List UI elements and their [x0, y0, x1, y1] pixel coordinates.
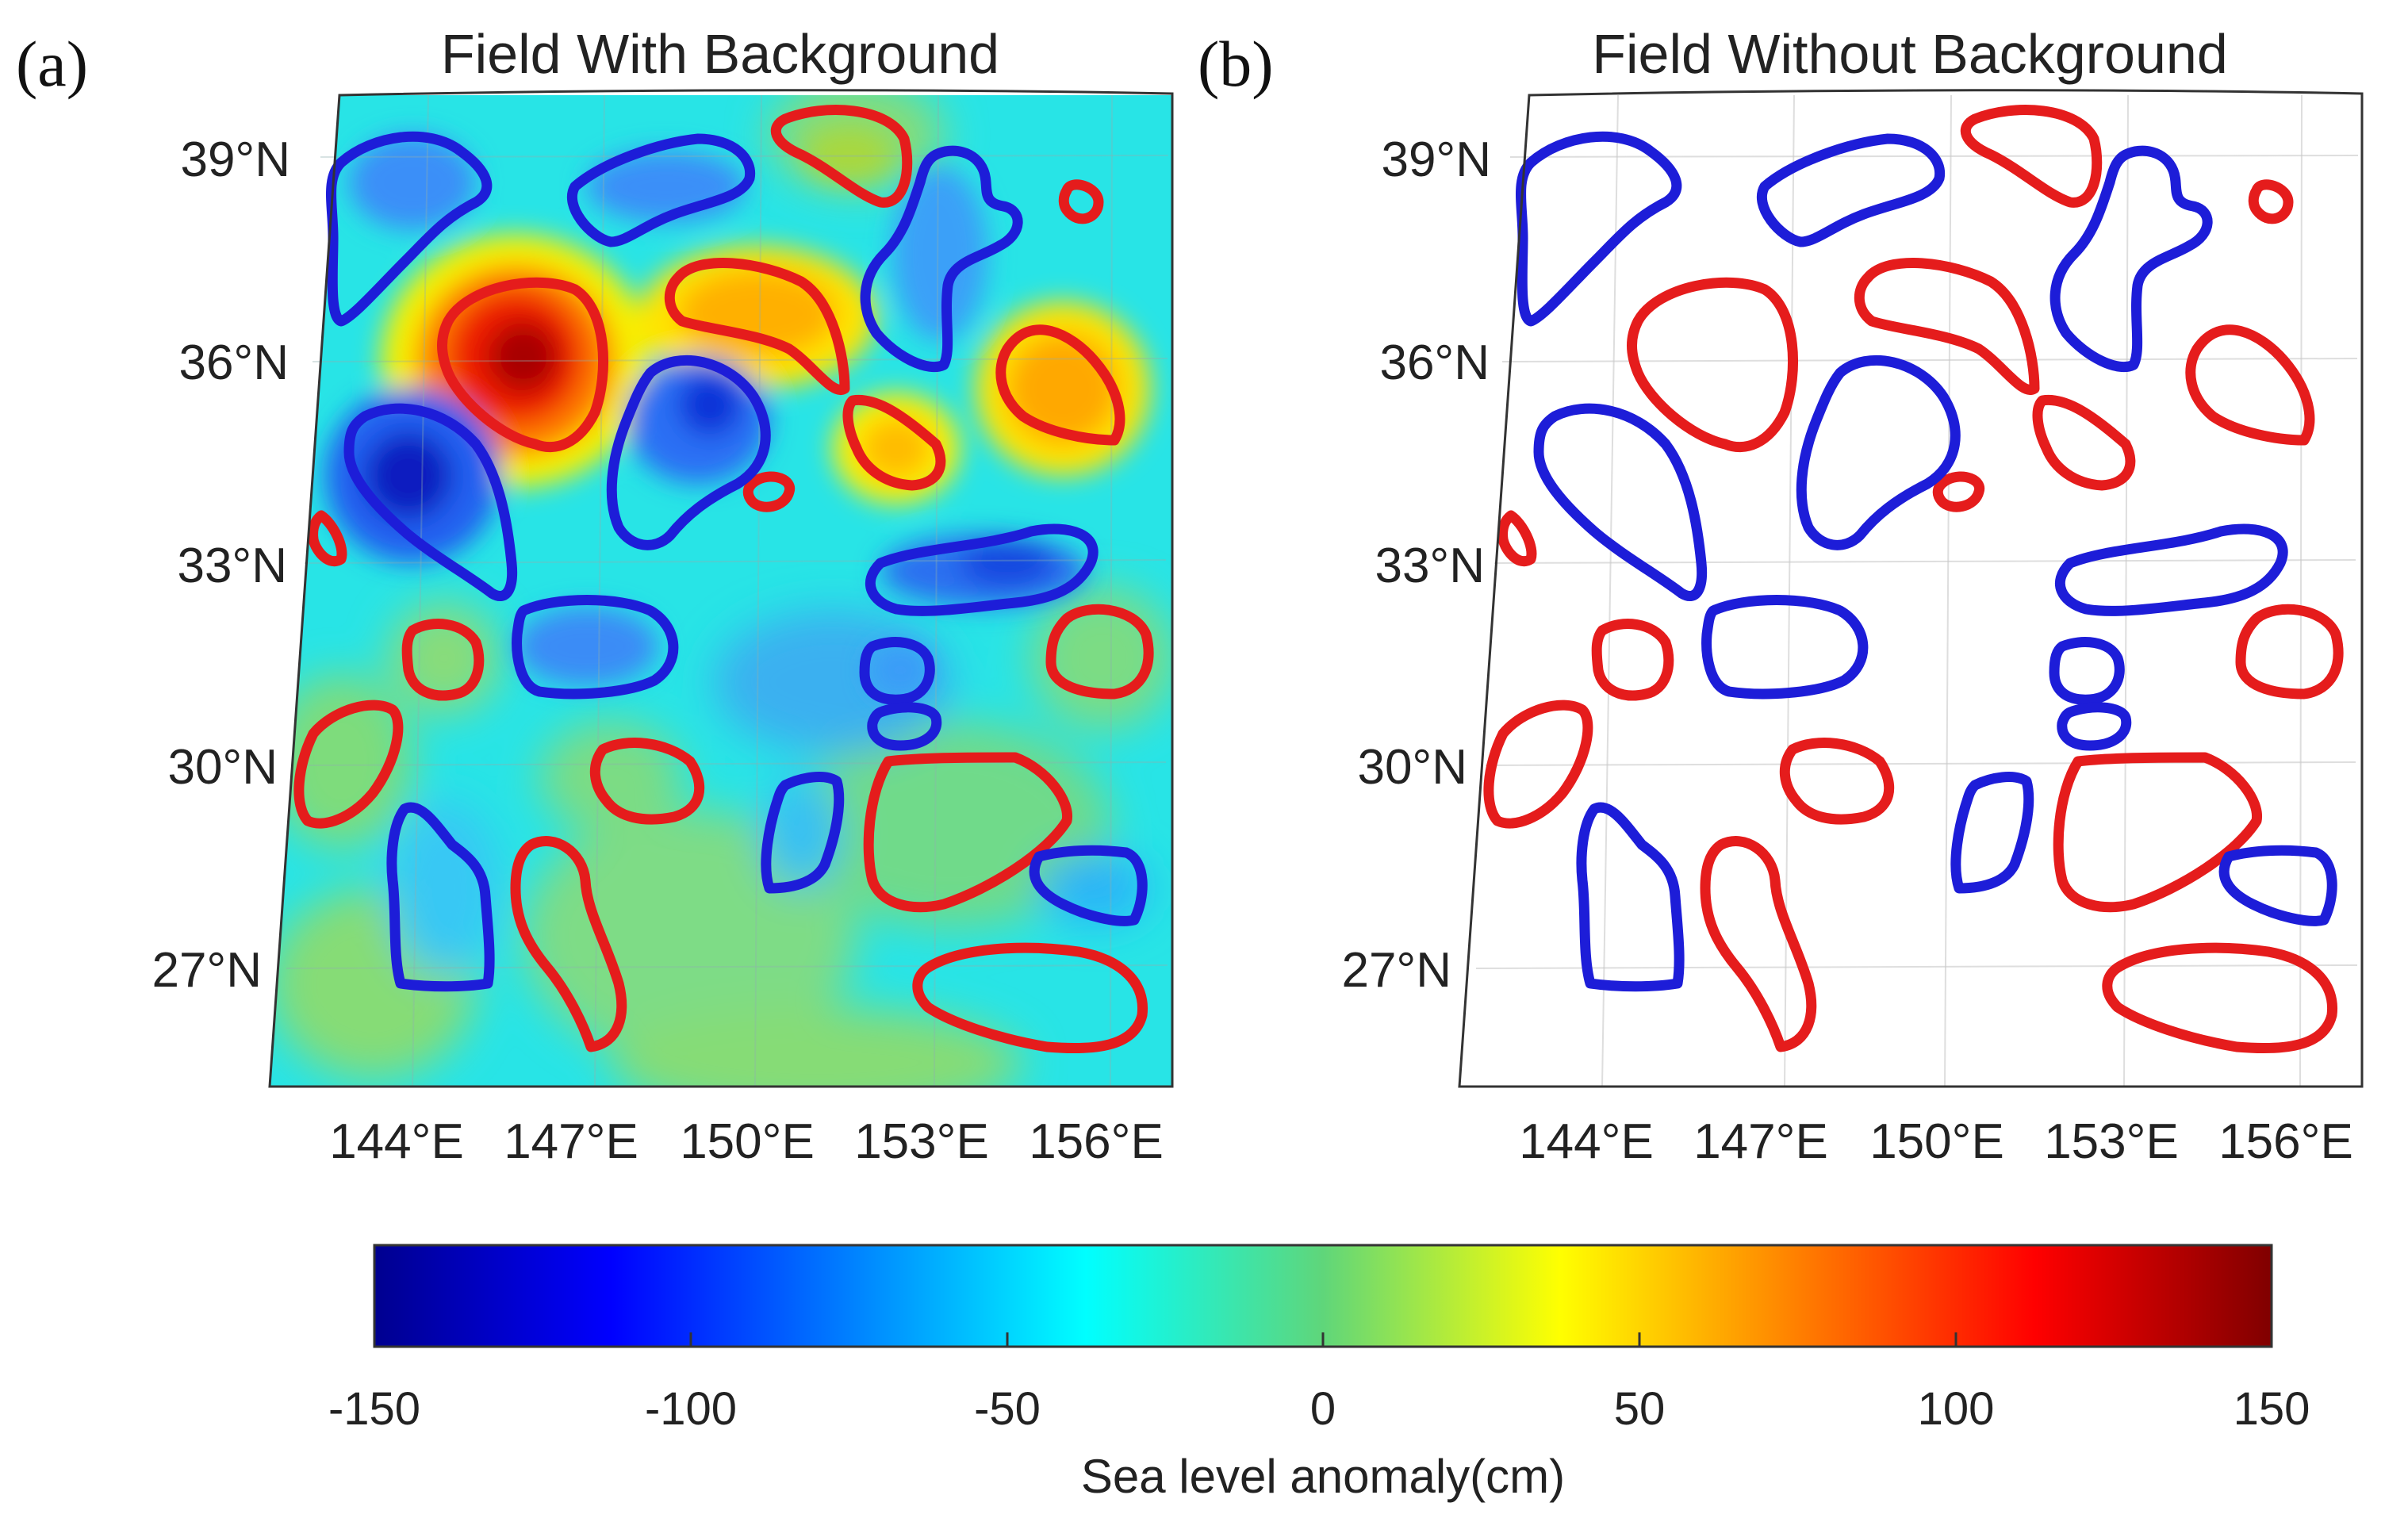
panel-a-title: Field With Background	[441, 23, 999, 85]
lat-label: 30°N	[167, 740, 278, 795]
lon-label: 150°E	[1869, 1114, 2004, 1169]
lat-label: 27°N	[151, 943, 262, 998]
lon-label: 150°E	[680, 1114, 815, 1169]
panel-b-lat-labels: 39°N 36°N 33°N 30°N 27°N	[1341, 132, 1491, 998]
lon-label: 147°E	[1693, 1114, 1828, 1169]
lat-label: 39°N	[1381, 132, 1491, 187]
colorbar-tick-label: 100	[1918, 1383, 1995, 1435]
lon-label: 153°E	[2044, 1114, 2179, 1169]
colorbar-tick-label: 0	[1310, 1383, 1336, 1435]
lon-label: 156°E	[2218, 1114, 2353, 1169]
lon-label: 147°E	[504, 1114, 638, 1169]
colorbar-tick-labels: -150 -100 -50 0 50 100 150	[328, 1383, 2310, 1435]
panel-a-letter: (a)	[16, 28, 88, 100]
colorbar-tick-label: 50	[1614, 1383, 1666, 1435]
colorbar-ticks	[373, 1332, 2273, 1347]
lat-label: 39°N	[180, 132, 290, 187]
panel-a-frame	[268, 89, 1174, 1088]
colorbar-gradient	[373, 1244, 2273, 1348]
panel-a: (a) Field With Background	[16, 23, 1174, 1169]
panel-a-lon-labels: 144°E 147°E 150°E 153°E 156°E	[329, 1114, 1164, 1169]
panel-b-lon-labels: 144°E 147°E 150°E 153°E 156°E	[1519, 1114, 2353, 1169]
panel-a-lat-labels: 39°N 36°N 33°N 30°N 27°N	[151, 132, 290, 998]
lon-label: 153°E	[854, 1114, 989, 1169]
colorbar-label: Sea level anomaly(cm)	[1081, 1450, 1565, 1503]
colorbar-tick-label: 150	[2234, 1383, 2310, 1435]
lon-label: 144°E	[1519, 1114, 1654, 1169]
colorbar: -150 -100 -50 0 50 100 150 Sea level ano…	[328, 1244, 2310, 1503]
lat-label: 30°N	[1357, 740, 1467, 795]
panel-b-letter: (b)	[1198, 28, 1274, 100]
lat-label: 27°N	[1341, 943, 1451, 998]
colorbar-tick-label: -100	[645, 1383, 737, 1435]
lat-label: 36°N	[1379, 335, 1490, 390]
panel-b-title: Field Without Background	[1592, 23, 2228, 85]
colorbar-tick-label: -50	[974, 1383, 1041, 1435]
lat-label: 36°N	[178, 335, 289, 390]
lat-label: 33°N	[177, 539, 287, 593]
colorbar-tick-label: -150	[328, 1383, 420, 1435]
panel-b-frame	[1458, 89, 2364, 1088]
lon-label: 144°E	[329, 1114, 464, 1169]
lon-label: 156°E	[1029, 1114, 1164, 1169]
panel-b: (b) Field Without Background	[1198, 23, 2364, 1169]
lat-label: 33°N	[1375, 539, 1485, 593]
